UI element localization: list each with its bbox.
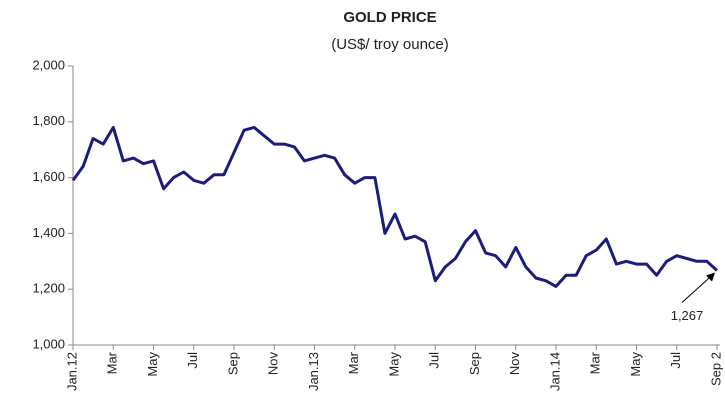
y-tick-label: 1,600 xyxy=(32,169,65,184)
annotation-arrowhead xyxy=(706,272,715,282)
x-tick-label: Mar xyxy=(588,351,603,374)
x-tick-label: Sep 2 xyxy=(708,352,723,386)
x-tick-label: May xyxy=(386,352,401,377)
chart-subtitle: (US$/ troy ounce) xyxy=(331,36,449,53)
x-tick-label: May xyxy=(145,352,160,377)
y-tick-label: 1,200 xyxy=(32,281,65,296)
x-tick-label: Jul xyxy=(185,352,200,369)
y-tick-label: 2,000 xyxy=(32,57,65,72)
x-tick-label: Mar xyxy=(105,351,120,374)
x-tick-label: Sep xyxy=(225,352,240,375)
x-tick-label: Jan.13 xyxy=(306,352,321,391)
x-tick-label: Jan.12 xyxy=(64,352,79,391)
chart-title: GOLD PRICE xyxy=(343,9,436,26)
annotation-label: 1,267 xyxy=(671,308,704,323)
price-line xyxy=(71,125,719,288)
x-tick-label: Jul xyxy=(427,352,442,369)
x-tick-label: Jan.14 xyxy=(547,352,562,391)
y-tick-label: 1,800 xyxy=(32,113,65,128)
x-tick-label: Sep xyxy=(467,352,482,375)
x-tick-label: Nov xyxy=(507,352,522,376)
y-tick-label: 1,000 xyxy=(32,336,65,351)
y-tick-label: 1,400 xyxy=(32,225,65,240)
x-tick-label: Jul xyxy=(668,352,683,369)
annotation-arrow xyxy=(681,274,714,303)
x-tick-label: May xyxy=(628,352,643,377)
x-tick-label: Mar xyxy=(346,351,361,374)
x-tick-label: Nov xyxy=(266,352,281,376)
